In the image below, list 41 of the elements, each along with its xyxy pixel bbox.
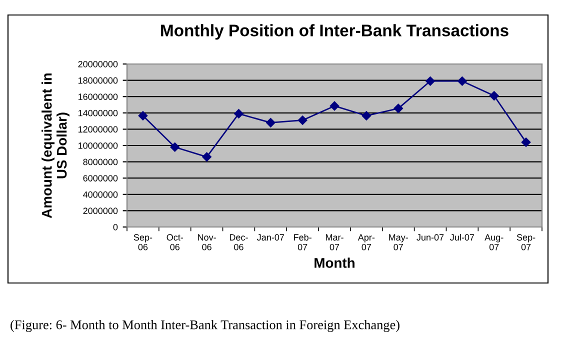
y-tick-label: 6000000 xyxy=(83,175,118,182)
point xyxy=(330,101,340,111)
x-tick-label: Mar- 07 xyxy=(326,234,344,250)
text: (Figure: 6- Month to Month Inter-Bank Transaction in Foreign Exchange) xyxy=(10,320,400,332)
y-tick-label: 18000000 xyxy=(78,77,118,84)
x-tick-label: Dec- 06 xyxy=(230,234,248,250)
point xyxy=(458,76,467,86)
y-tick-label: 16000000 xyxy=(78,94,118,100)
x-tick-label: May- 07 xyxy=(389,234,408,250)
x-tick-label: Feb- 07 xyxy=(294,234,312,250)
point xyxy=(170,142,180,152)
y-tick-label: 4000000 xyxy=(83,191,118,198)
x-tick-label: Jul-07 xyxy=(450,234,474,241)
y-tick-label: 8000000 xyxy=(83,158,118,166)
x-tick-label: Sep- 06 xyxy=(134,234,152,250)
point xyxy=(489,91,499,100)
chart-title: Monthly Position of Inter-Bank Transactions xyxy=(161,24,508,40)
point xyxy=(362,111,372,120)
x-tick-label: Apr- 07 xyxy=(358,234,375,250)
point xyxy=(298,116,308,125)
y-axis-title: Amount (equivalent in US Dollar) xyxy=(42,73,70,218)
x-tick-label: Nov- 06 xyxy=(198,234,216,250)
y-tick-label: 0 xyxy=(113,224,118,230)
point xyxy=(202,152,212,162)
x-tick-label: Oct- 06 xyxy=(166,234,184,250)
x-tick-label: Jun-07 xyxy=(416,234,444,241)
point xyxy=(394,104,403,114)
y-tick-label: 2000000 xyxy=(83,208,118,214)
x-tick-label: Sep- 07 xyxy=(516,234,536,250)
point xyxy=(426,76,435,86)
x-tick-label: Jan-07 xyxy=(256,234,284,241)
y-tick-label: 20000000 xyxy=(78,60,118,68)
y-tick-label: 14000000 xyxy=(78,110,118,116)
point xyxy=(234,109,244,118)
point xyxy=(138,111,148,120)
y-tick-label: 12000000 xyxy=(78,126,118,133)
y-tick-label: 10000000 xyxy=(78,142,118,149)
x-tick-label: Aug- 07 xyxy=(484,234,504,250)
x-axis-title: Month xyxy=(314,258,354,268)
point xyxy=(521,138,531,147)
point xyxy=(266,118,276,128)
